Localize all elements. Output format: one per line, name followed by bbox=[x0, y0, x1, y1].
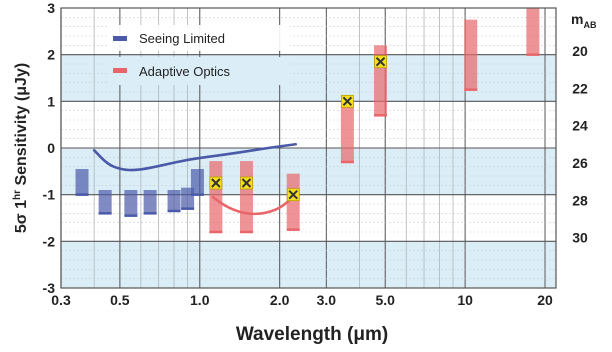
right-tick-label: 22 bbox=[572, 80, 588, 96]
adaptive-optics-bar bbox=[239, 161, 253, 232]
x-axis-label: Wavelength (μm) bbox=[236, 324, 388, 345]
y-axis-label-part-2: Sensitivity (μJy) bbox=[13, 63, 30, 190]
y-tick-label: 1 bbox=[47, 93, 55, 109]
highlight-marker-cross bbox=[342, 96, 353, 107]
right-axis-tick-labels: 20 22 24 26 28 30 bbox=[572, 43, 588, 246]
adaptive-optics-bar bbox=[286, 173, 300, 230]
seeing-limited-bar bbox=[181, 187, 195, 209]
right-tick-label: 30 bbox=[572, 230, 588, 246]
y-tick-label: -3 bbox=[43, 280, 56, 296]
adaptive-optics-curve bbox=[211, 195, 295, 216]
y-tick-label: 3 bbox=[47, 0, 55, 16]
right-axis-label-sub: AB bbox=[583, 20, 596, 30]
legend-label-seeing: Seeing Limited bbox=[139, 31, 225, 46]
right-axis-label: mAB bbox=[571, 11, 597, 30]
y-axis-label-superscript: hr bbox=[12, 190, 23, 200]
adaptive-optics-bar bbox=[526, 8, 540, 55]
right-axis-label-main: m bbox=[571, 11, 583, 27]
legend-box-seeing bbox=[108, 25, 290, 51]
x-tick-label: 3.0 bbox=[317, 292, 337, 308]
seeing-limited-curve bbox=[92, 142, 298, 172]
x-tick-label: 1.0 bbox=[190, 292, 210, 308]
highlight-marker-cross bbox=[375, 56, 386, 67]
plot-frame bbox=[60, 7, 557, 289]
right-tick-label: 26 bbox=[572, 155, 588, 171]
highlight-marker-cross bbox=[211, 178, 221, 188]
right-tick-label: 28 bbox=[572, 192, 588, 208]
y-axis-label-part-1: 5σ 1 bbox=[13, 200, 30, 233]
legend-label-ao: Adaptive Optics bbox=[139, 64, 231, 79]
highlight-markers bbox=[209, 55, 387, 202]
legend: Seeing Limited Adaptive Optics bbox=[108, 25, 290, 85]
legend-swatch-seeing bbox=[113, 36, 127, 41]
x-tick-labels: 0.3 0.5 1.0 2.0 3.0 5.0 10 20 bbox=[51, 292, 553, 308]
right-tick-label: 24 bbox=[572, 118, 588, 134]
x-tick-label: 2.0 bbox=[270, 292, 290, 308]
legend-box-ao bbox=[108, 57, 290, 85]
adaptive-optics-bar bbox=[209, 161, 223, 232]
x-tick-label: 20 bbox=[537, 292, 553, 308]
x-tick-label: 5.0 bbox=[376, 292, 396, 308]
highlight-marker-cross bbox=[288, 189, 298, 200]
background-band bbox=[61, 241, 556, 288]
y-tick-label: 0 bbox=[47, 140, 55, 156]
y-tick-label: -1 bbox=[43, 187, 56, 203]
x-tick-label: 0.5 bbox=[110, 292, 130, 308]
y-tick-labels: -3 -2 -1 0 1 2 3 bbox=[43, 0, 56, 296]
seeing-limited-bar bbox=[190, 169, 204, 195]
background-bands bbox=[61, 54, 556, 288]
seeing-limited-bar bbox=[143, 190, 157, 214]
highlight-marker-cross bbox=[241, 178, 252, 188]
y-axis-label: 5σ 1hr Sensitivity (μJy) bbox=[12, 63, 30, 233]
seeing-limited-bar bbox=[124, 190, 138, 216]
seeing-limited-bar bbox=[167, 190, 181, 211]
y-tick-label: 2 bbox=[47, 47, 55, 63]
sensitivity-curves bbox=[92, 142, 298, 216]
adaptive-optics-bar bbox=[340, 101, 354, 162]
legend-swatch-ao bbox=[113, 68, 127, 73]
right-tick-label: 20 bbox=[572, 43, 588, 59]
y-tick-label: -2 bbox=[43, 233, 56, 249]
x-tick-label: 10 bbox=[457, 292, 473, 308]
x-tick-label: 0.3 bbox=[51, 292, 71, 308]
seeing-limited-bar bbox=[75, 169, 89, 195]
background-band bbox=[61, 148, 556, 195]
adaptive-optics-bar bbox=[464, 19, 478, 90]
seeing-limited-bar bbox=[98, 190, 112, 214]
